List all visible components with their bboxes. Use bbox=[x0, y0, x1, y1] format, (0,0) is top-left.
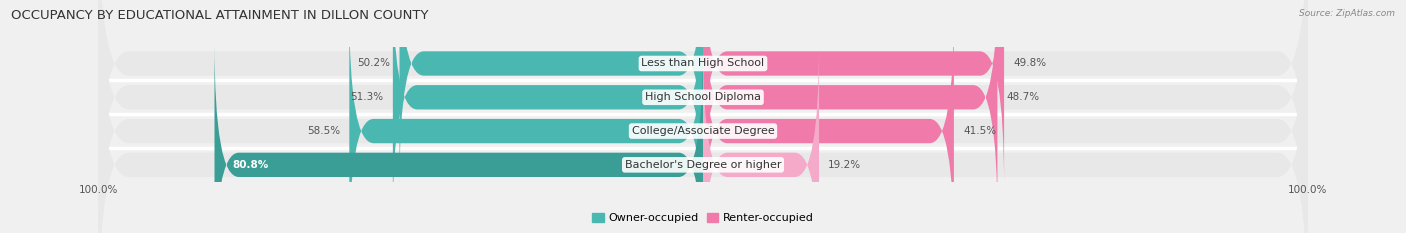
FancyBboxPatch shape bbox=[392, 0, 703, 220]
FancyBboxPatch shape bbox=[399, 0, 703, 186]
Text: 50.2%: 50.2% bbox=[357, 58, 391, 69]
FancyBboxPatch shape bbox=[703, 42, 820, 233]
Text: College/Associate Degree: College/Associate Degree bbox=[631, 126, 775, 136]
Text: OCCUPANCY BY EDUCATIONAL ATTAINMENT IN DILLON COUNTY: OCCUPANCY BY EDUCATIONAL ATTAINMENT IN D… bbox=[11, 9, 429, 22]
Text: Bachelor's Degree or higher: Bachelor's Degree or higher bbox=[624, 160, 782, 170]
Text: High School Diploma: High School Diploma bbox=[645, 92, 761, 102]
Text: Less than High School: Less than High School bbox=[641, 58, 765, 69]
Legend: Owner-occupied, Renter-occupied: Owner-occupied, Renter-occupied bbox=[588, 208, 818, 228]
FancyBboxPatch shape bbox=[703, 0, 997, 220]
Text: 41.5%: 41.5% bbox=[963, 126, 995, 136]
Text: 51.3%: 51.3% bbox=[350, 92, 384, 102]
FancyBboxPatch shape bbox=[703, 0, 1004, 186]
Text: 48.7%: 48.7% bbox=[1007, 92, 1039, 102]
FancyBboxPatch shape bbox=[349, 8, 703, 233]
FancyBboxPatch shape bbox=[98, 0, 1308, 233]
FancyBboxPatch shape bbox=[98, 0, 1308, 233]
Text: 49.8%: 49.8% bbox=[1014, 58, 1046, 69]
FancyBboxPatch shape bbox=[703, 8, 953, 233]
Text: 19.2%: 19.2% bbox=[828, 160, 862, 170]
Text: Source: ZipAtlas.com: Source: ZipAtlas.com bbox=[1299, 9, 1395, 18]
FancyBboxPatch shape bbox=[215, 42, 703, 233]
FancyBboxPatch shape bbox=[98, 8, 1308, 233]
Text: 58.5%: 58.5% bbox=[307, 126, 340, 136]
Text: 80.8%: 80.8% bbox=[232, 160, 269, 170]
FancyBboxPatch shape bbox=[98, 0, 1308, 220]
